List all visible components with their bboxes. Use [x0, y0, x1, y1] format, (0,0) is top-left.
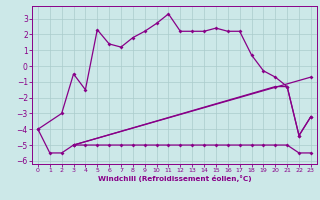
X-axis label: Windchill (Refroidissement éolien,°C): Windchill (Refroidissement éolien,°C)	[98, 175, 251, 182]
